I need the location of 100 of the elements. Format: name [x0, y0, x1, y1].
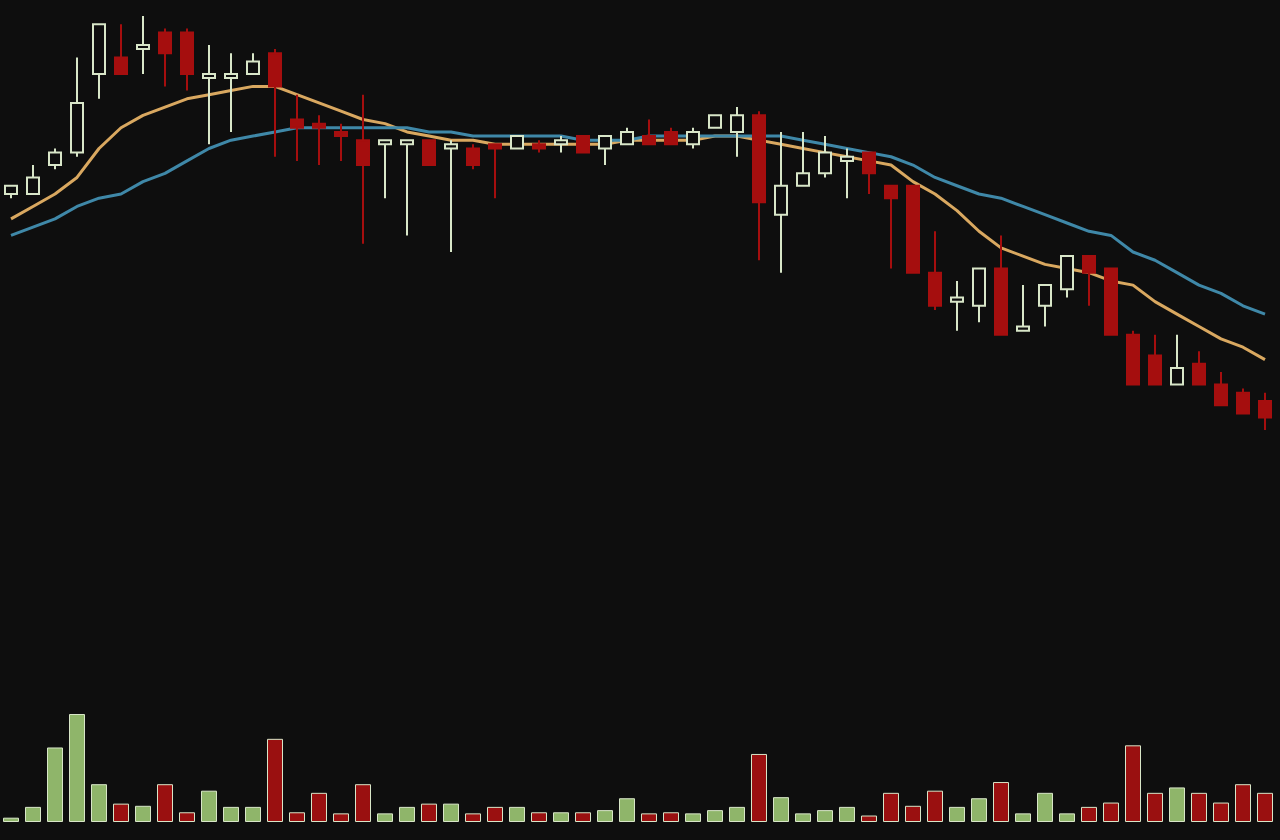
candlestick: [1148, 333, 1162, 386]
candlestick: [26, 164, 40, 196]
bar: [971, 798, 987, 822]
candlestick: [840, 147, 854, 200]
candlestick: [158, 27, 172, 88]
candlestick: [686, 126, 700, 150]
bar: [311, 792, 327, 822]
candlestick: [1258, 391, 1272, 431]
candlestick: [444, 139, 458, 253]
candlestick: [1016, 284, 1030, 332]
candlestick: [136, 15, 150, 75]
candlestick: [356, 93, 370, 245]
candlestick: [114, 23, 128, 75]
bar: [157, 784, 173, 822]
bar: [1037, 792, 1053, 822]
bar: [1235, 784, 1251, 822]
bar: [597, 810, 613, 822]
candlestick: [180, 27, 194, 92]
bar: [641, 813, 657, 822]
candlestick: [708, 114, 722, 129]
candlestick: [202, 43, 216, 146]
candlestick: [92, 23, 106, 100]
candlestick: [928, 230, 942, 311]
candlestick: [510, 135, 524, 150]
candlestick: [1170, 333, 1184, 386]
bar: [751, 753, 767, 822]
bar: [465, 813, 481, 822]
bar: [905, 805, 921, 822]
candlestick: [972, 267, 986, 324]
candlestick: [466, 143, 480, 171]
bar: [355, 784, 371, 822]
candlestick: [1214, 371, 1228, 407]
bar: [135, 805, 151, 822]
candlestick: [378, 139, 392, 200]
candlestick: [312, 114, 326, 167]
bar: [399, 806, 415, 822]
candlestick: [1082, 255, 1096, 307]
candlestick: [1104, 267, 1118, 336]
bar: [113, 803, 129, 822]
bar: [289, 812, 305, 822]
candlestick: [224, 52, 238, 133]
candlestick: [554, 135, 568, 154]
bar: [1191, 792, 1207, 822]
bar: [839, 806, 855, 822]
candlestick: [48, 147, 62, 171]
bar: [443, 803, 459, 822]
candlestick: [268, 48, 282, 158]
bar: [1103, 802, 1119, 822]
bar: [619, 798, 635, 822]
candlestick: [334, 122, 348, 162]
bar: [1125, 745, 1141, 822]
bar: [685, 813, 701, 822]
candlestick: [796, 130, 810, 187]
bar: [795, 813, 811, 822]
bar: [1213, 802, 1229, 822]
bar: [1169, 787, 1185, 822]
bar: [377, 813, 393, 822]
candlestick: [576, 135, 590, 154]
candlestick: [994, 234, 1008, 336]
bar: [531, 812, 547, 822]
bar: [333, 813, 349, 822]
candlestick: [774, 130, 788, 274]
candlestick: [598, 135, 612, 167]
bar: [25, 806, 41, 822]
bar: [1257, 792, 1273, 822]
candlestick: [422, 139, 436, 167]
bar: [421, 803, 437, 822]
candlestick: [664, 126, 678, 146]
bar: [729, 806, 745, 822]
bar: [47, 747, 63, 822]
bar: [69, 714, 85, 822]
candlestick: [950, 279, 964, 332]
candlestick: [906, 184, 920, 274]
bar: [707, 810, 723, 822]
bar: [487, 806, 503, 822]
bar: [201, 790, 217, 822]
bar: [927, 790, 943, 822]
candlestick: [246, 52, 260, 75]
candlestick: [620, 126, 634, 146]
bar: [883, 792, 899, 822]
candlestick: [862, 151, 876, 196]
candlestick: [818, 135, 832, 179]
candlestick: [488, 143, 502, 200]
candlestick: [532, 139, 546, 154]
candlestick: [1236, 387, 1250, 415]
bar: [179, 812, 195, 822]
candlestick: [1192, 350, 1206, 386]
bar: [949, 806, 965, 822]
candlestick: [70, 56, 84, 158]
candlestick: [730, 106, 744, 158]
candlestick: [1126, 329, 1140, 386]
candlestick: [1038, 284, 1052, 328]
bar: [1059, 813, 1075, 822]
bar: [553, 812, 569, 822]
bar: [773, 797, 789, 822]
candlestick: [1060, 255, 1074, 299]
bar: [223, 806, 239, 822]
candlestick: [642, 118, 656, 146]
bar: [817, 810, 833, 822]
bar: [509, 806, 525, 822]
